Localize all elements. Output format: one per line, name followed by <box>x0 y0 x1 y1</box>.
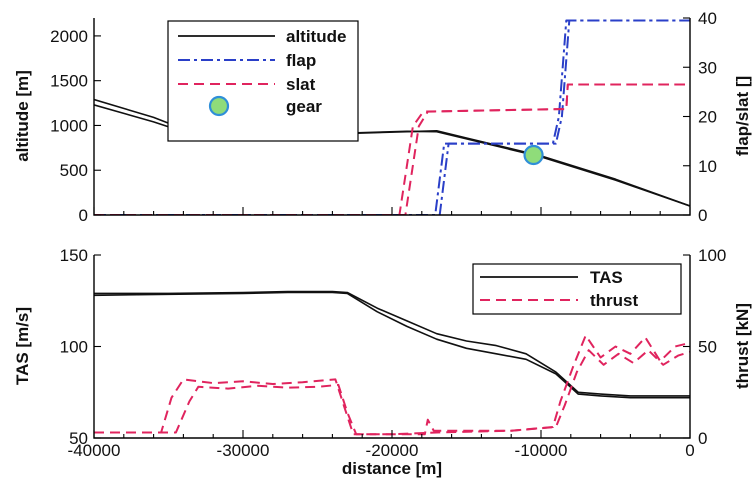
top-y2tick-label-0: 0 <box>698 206 707 225</box>
bottom-xtick-label-1: -30000 <box>217 441 270 460</box>
top-ylabel: altitude [m] <box>13 70 32 162</box>
bottom-xlabel: distance [m] <box>342 459 442 478</box>
legend-tas-label: TAS <box>590 268 623 287</box>
legend-thrust-label: thrust <box>590 291 639 310</box>
top-ytick-label-2: 1000 <box>50 116 88 135</box>
bottom-series-thrust-line-3 <box>94 349 690 436</box>
bottom-series-TAS-line-0 <box>94 290 690 397</box>
top-ticks: 0 500 1000 1500 2000 0 10 20 30 40 <box>50 9 717 225</box>
bottom-y2label: thrust [kN] <box>733 303 752 389</box>
bottom-ylabel: TAS [m/s] <box>13 307 32 385</box>
top-ytick-label-0: 0 <box>79 206 88 225</box>
legend-altitude-label: altitude <box>286 27 346 46</box>
top-y2tick-label-1: 10 <box>698 157 717 176</box>
bottom-xtick-label-0: -40000 <box>68 441 121 460</box>
top-ytick-label-1: 500 <box>60 161 88 180</box>
legend-flap-label: flap <box>286 51 316 70</box>
top-series-flap-line-2 <box>94 19 690 215</box>
bottom-y2tick-label-2: 100 <box>698 246 726 265</box>
top-ytick-label-4: 2000 <box>50 27 88 46</box>
top-y2tick-label-2: 20 <box>698 108 717 127</box>
legend-gear-label: gear <box>286 97 322 116</box>
bottom-y2tick-label-0: 0 <box>698 429 707 448</box>
bottom-legend: TAS thrust <box>472 263 682 315</box>
bottom-ytick-label-2: 150 <box>60 246 88 265</box>
bottom-y2tick-label-1: 50 <box>698 338 717 357</box>
bottom-series-TAS-line-1 <box>94 291 690 399</box>
top-legend-box <box>167 20 359 142</box>
top-legend: altitude flap slat gear <box>167 20 359 142</box>
legend-gear-marker <box>208 95 230 117</box>
bottom-xtick-label-4: 0 <box>685 441 694 460</box>
bottom-legend-box <box>472 263 682 315</box>
top-series-flap-line-3 <box>94 19 690 215</box>
top-panel: 0 500 1000 1500 2000 0 10 20 30 40 altitude [m] f… <box>13 9 752 225</box>
top-series-slat-line-5 <box>94 83 690 215</box>
bottom-xtick-label-3: -10000 <box>515 441 568 460</box>
gear-point-1 <box>523 144 544 166</box>
top-y2tick-label-4: 40 <box>698 9 717 28</box>
top-ytick-label-3: 1500 <box>50 72 88 91</box>
bottom-ytick-label-0: 50 <box>69 429 88 448</box>
bottom-ytick-label-1: 100 <box>60 338 88 357</box>
bottom-series-group <box>94 290 690 436</box>
top-y2label: flap/slat [] <box>733 76 752 156</box>
bottom-ticks: 50 100 150 0 50 100 -40000 -30000 -20000 -10000 0 <box>60 246 727 460</box>
top-y2tick-label-3: 30 <box>698 58 717 77</box>
legend-slat-label: slat <box>286 75 316 94</box>
bottom-series-thrust-line-2 <box>94 334 690 436</box>
bottom-xtick-label-2: -20000 <box>366 441 419 460</box>
